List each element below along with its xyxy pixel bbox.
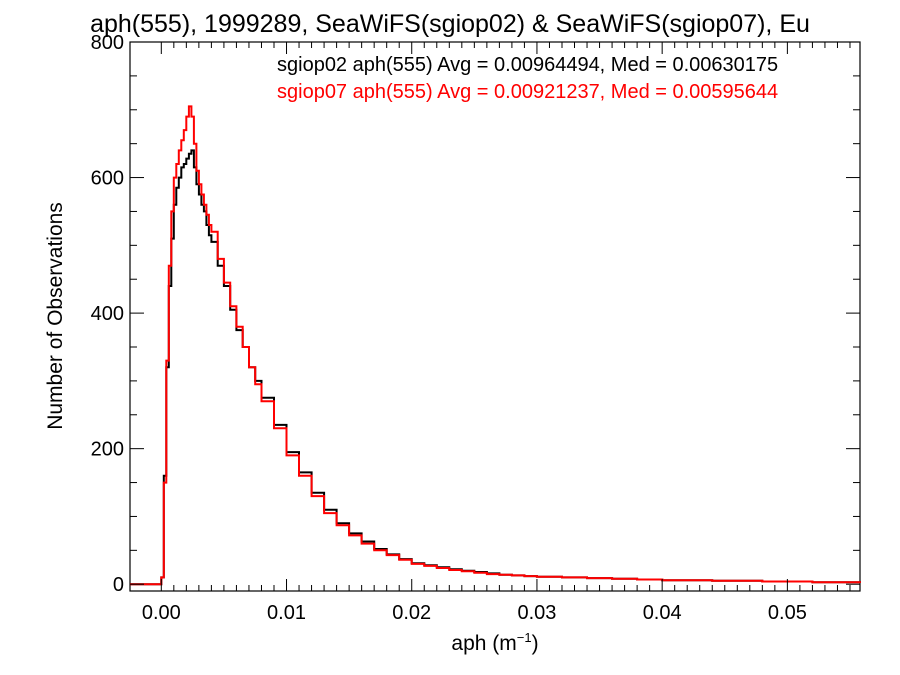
x-tick-label: 0.02 <box>392 602 431 624</box>
legend-entry-sgiop02: sgiop02 aph(555) Avg = 0.00964494, Med =… <box>277 54 778 76</box>
series-line-sgiop02 <box>130 149 861 586</box>
x-axis-title-text: aph (m <box>451 632 516 655</box>
series-layer <box>130 105 861 586</box>
plot-area: 0.00 0.01 0.02 0.03 0.04 0.05 0 200 400 600 800 <box>91 32 861 624</box>
plot-frame <box>129 41 861 592</box>
x-tick-label: 0.04 <box>643 602 682 624</box>
x-axis-title-close: ) <box>532 632 539 655</box>
y-axis-title: Number of Observations <box>44 202 67 430</box>
y-tick-label: 0 <box>113 574 124 596</box>
x-tick-label: 0.00 <box>142 602 181 624</box>
series-line-sgiop07 <box>130 105 861 586</box>
x-axis-title-exponent: −1 <box>517 630 532 645</box>
tick-layer: 0.00 0.01 0.02 0.03 0.04 0.05 0 200 400 600 800 <box>91 32 860 624</box>
x-axis-title: aph (m−1) <box>451 630 538 655</box>
y-tick-label: 200 <box>91 439 124 461</box>
legend: sgiop02 aph(555) Avg = 0.00964494, Med =… <box>277 54 778 103</box>
y-tick-label: 400 <box>91 303 124 325</box>
x-tick-label: 0.01 <box>267 602 306 624</box>
legend-entry-sgiop07: sgiop07 aph(555) Avg = 0.00921237, Med =… <box>277 81 778 103</box>
x-tick-label: 0.05 <box>768 602 807 624</box>
y-tick-label: 600 <box>91 168 124 190</box>
x-tick-label: 0.03 <box>517 602 556 624</box>
y-tick-label: 800 <box>91 32 124 54</box>
chart-title: aph(555), 1999289, SeaWiFS(sgiop02) & Se… <box>90 10 810 38</box>
